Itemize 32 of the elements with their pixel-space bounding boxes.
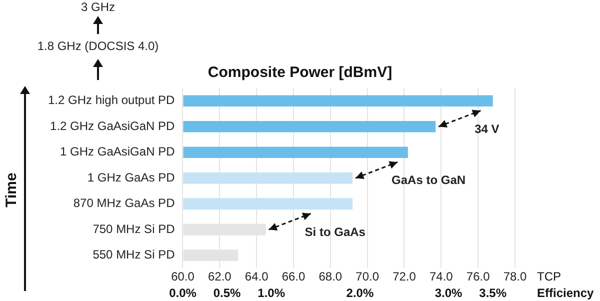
- x-tick-label: 72.0: [392, 270, 416, 284]
- annotation: 34 V: [474, 122, 500, 136]
- x-tick-label: 60.0: [171, 270, 195, 284]
- y-tick-label: 1.2 GHz high output PD: [48, 93, 176, 108]
- y-tick-label: 1 GHz GaAs PD: [87, 170, 176, 184]
- text: 1.8 GHz (DOCSIS 4.0): [37, 39, 159, 53]
- y-tick-label: 870 MHz GaAs PD: [73, 196, 176, 210]
- x-tick-label: 76.0: [466, 270, 490, 284]
- x-tick-label: 66.0: [282, 270, 306, 284]
- x-tick-label: 64.0: [244, 270, 269, 284]
- x2-tick-label: 3.0%: [434, 286, 463, 300]
- annotation: GaAs to GaN: [392, 173, 466, 188]
- x-tick-label: 68.0: [318, 270, 342, 284]
- y-axis-title: Time: [3, 172, 20, 208]
- x-tick-label: 62.0: [208, 270, 232, 284]
- x-axis-title: TCP: [537, 270, 561, 284]
- x2-tick-label: 0.0%: [169, 286, 197, 300]
- y-tick-label: 1.2 GHz GaAsiGaN PD: [50, 118, 176, 133]
- y-tick-label: 750 MHz Si PD: [92, 222, 176, 236]
- annotation: Si to GaAs: [304, 224, 366, 239]
- x2-tick-label: 2.0%: [346, 286, 374, 300]
- y-tick-label: 1 GHz GaAsiGaN PD: [60, 144, 176, 159]
- text: 3 GHz: [80, 0, 116, 14]
- x-tick-label: 74.0: [429, 270, 454, 284]
- x-tick-label: 70.0: [356, 270, 380, 284]
- x2-tick-label: 3.5%: [479, 286, 507, 300]
- chart-title: Composite Power [dBmV]: [208, 64, 392, 82]
- y-tick-label: 550 MHz Si PD: [92, 248, 176, 262]
- x2-tick-label: 1.0%: [258, 286, 286, 300]
- x2-tick-label: 0.5%: [213, 286, 242, 300]
- x2-axis-title: Efficiency: [537, 286, 594, 300]
- x-tick-label: 78.0: [503, 270, 527, 284]
